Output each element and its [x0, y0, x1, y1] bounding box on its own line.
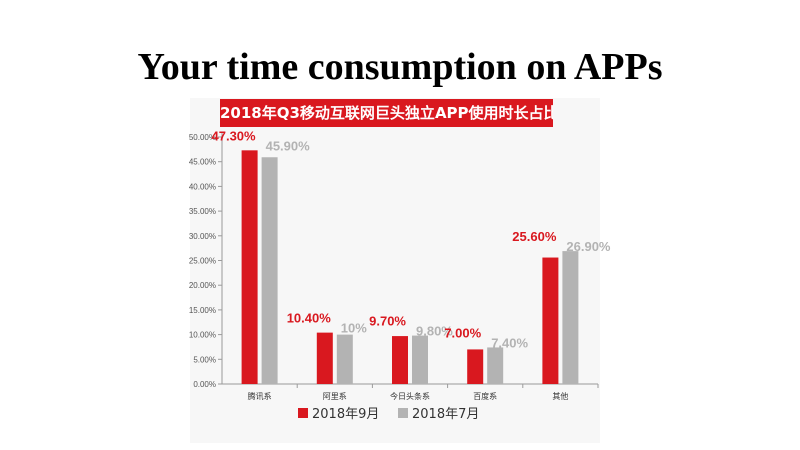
data-label: 10.40%	[287, 311, 332, 326]
bar-sep-2018	[392, 336, 408, 384]
x-category-label: 阿里系	[323, 391, 347, 401]
legend-swatch	[398, 408, 408, 418]
chart-title: 2018年Q3移动互联网巨头独立APP使用时长占比	[220, 99, 553, 127]
bar-sep-2018	[542, 257, 559, 384]
data-label: 26.90%	[566, 239, 611, 254]
bar-jul-2018	[412, 335, 428, 384]
y-tick-label: 50.00%	[189, 133, 216, 142]
bar-sep-2018	[316, 332, 333, 384]
y-tick-label: 45.00%	[189, 158, 216, 167]
bar-jul-2018	[562, 251, 579, 384]
bar-jul-2018	[261, 157, 278, 384]
y-tick-label: 10.00%	[189, 331, 216, 340]
data-label: 9.70%	[369, 314, 406, 329]
x-category-label: 百度系	[473, 391, 497, 401]
y-tick-label: 0.00%	[193, 380, 216, 389]
x-category-label: 其他	[552, 391, 568, 401]
y-tick-label: 40.00%	[189, 182, 216, 191]
x-category-label: 今日头条系	[390, 391, 430, 401]
bar-sep-2018	[241, 150, 258, 384]
y-tick-label: 15.00%	[189, 306, 216, 315]
y-tick-label: 5.00%	[193, 355, 216, 364]
bar-sep-2018	[467, 349, 484, 384]
data-label: 7.40%	[491, 335, 528, 350]
legend-label: 2018年9月	[312, 407, 379, 422]
chart-panel	[190, 98, 600, 443]
data-label: 7.00%	[444, 325, 481, 340]
data-label: 25.60%	[512, 229, 557, 244]
data-label: 45.90%	[266, 138, 311, 153]
data-label: 47.30%	[212, 128, 257, 143]
data-label: 10%	[341, 321, 367, 336]
x-category-label: 腾讯系	[248, 391, 272, 401]
y-tick-label: 25.00%	[189, 257, 216, 266]
y-tick-label: 35.00%	[189, 207, 216, 216]
legend-swatch	[298, 408, 308, 418]
legend-label: 2018年7月	[412, 407, 479, 422]
data-label: 9.80%	[416, 324, 453, 339]
bar-jul-2018	[487, 347, 504, 384]
bar-jul-2018	[336, 334, 353, 384]
y-tick-label: 30.00%	[189, 232, 216, 241]
slide-title: Your time consumption on APPs	[137, 46, 663, 88]
y-tick-label: 20.00%	[189, 281, 216, 290]
